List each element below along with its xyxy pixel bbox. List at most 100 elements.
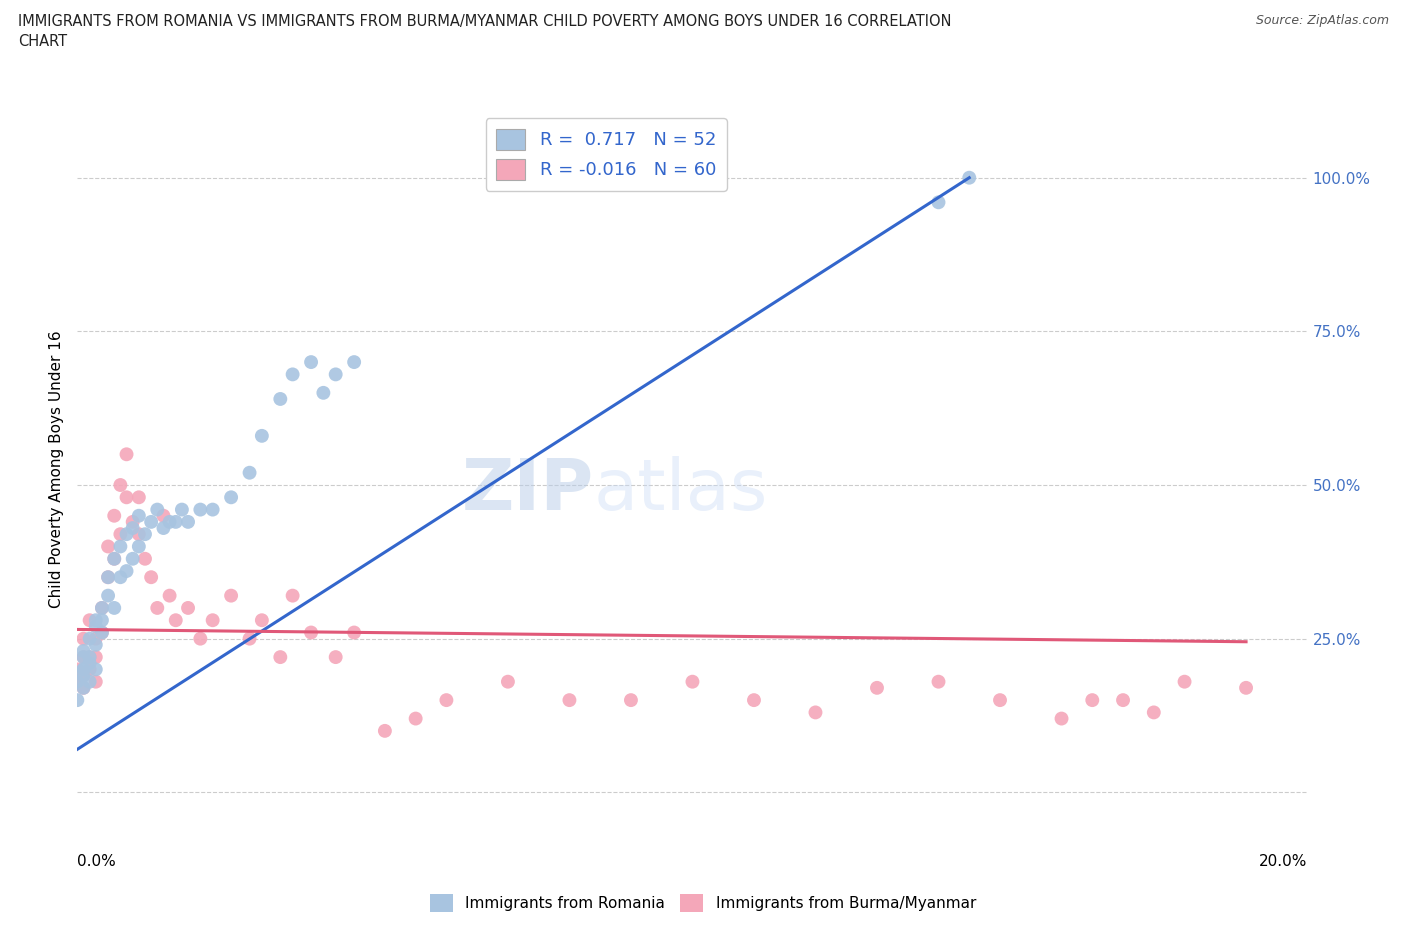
Point [97,570,120,585]
Point [90,613,114,628]
Point [177,601,200,616]
Point [79,613,101,628]
Point [804,705,827,720]
Point [165,514,187,529]
Point [141,570,163,585]
Point [239,631,262,646]
Point [281,588,304,603]
Point [90,625,114,640]
Point [79,650,101,665]
Point [188,631,212,646]
Point [269,650,291,665]
Legend: Immigrants from Romania, Immigrants from Burma/Myanmar: Immigrants from Romania, Immigrants from… [425,888,981,918]
Point [84,650,107,665]
Point [103,601,125,616]
Legend: R =  0.717   N = 52, R = -0.016   N = 60: R = 0.717 N = 52, R = -0.016 N = 60 [485,118,727,191]
Point [66,674,89,689]
Point [928,674,950,689]
Point [269,392,291,406]
Point [84,613,107,628]
Text: 20.0%: 20.0% [1260,854,1308,869]
Point [152,521,174,536]
Point [1050,711,1073,726]
Point [1234,681,1257,696]
Point [405,711,427,726]
Point [170,502,193,517]
Point [128,526,150,541]
Point [128,509,150,524]
Text: IMMIGRANTS FROM ROMANIA VS IMMIGRANTS FROM BURMA/MYANMAR CHILD POVERTY AMONG BOY: IMMIGRANTS FROM ROMANIA VS IMMIGRANTS FR… [18,14,952,29]
Point [79,674,101,689]
Point [957,170,980,185]
Point [84,619,107,634]
Point [115,446,138,461]
Point [128,539,150,554]
Point [79,662,101,677]
Point [558,693,581,708]
Point [72,662,94,677]
Point [146,601,169,616]
Point [115,526,138,541]
Point [110,478,132,493]
Point [84,637,107,652]
Point [97,539,120,554]
Y-axis label: Child Poverty Among Boys Under 16: Child Poverty Among Boys Under 16 [49,331,65,608]
Text: atlas: atlas [595,457,769,525]
Point [79,631,101,646]
Point [281,367,304,382]
Point [1143,705,1166,720]
Point [866,681,889,696]
Point [188,502,212,517]
Point [325,650,347,665]
Point [239,465,262,480]
Point [90,625,114,640]
Point [496,674,519,689]
Point [988,693,1011,708]
Point [72,681,94,696]
Point [219,490,242,505]
Point [146,502,169,517]
Point [72,650,94,665]
Point [97,588,120,603]
Point [103,551,125,566]
Point [110,526,132,541]
Point [742,693,765,708]
Point [103,509,125,524]
Point [103,551,125,566]
Point [110,539,132,554]
Point [159,588,181,603]
Point [110,570,132,585]
Point [72,644,94,658]
Point [72,662,94,677]
Point [128,490,150,505]
Point [72,668,94,683]
Point [325,367,347,382]
Point [436,693,458,708]
Point [152,509,174,524]
Point [115,564,138,578]
Point [121,514,143,529]
Point [90,601,114,616]
Point [121,521,143,536]
Point [79,656,101,671]
Point [1112,693,1135,708]
Text: Source: ZipAtlas.com: Source: ZipAtlas.com [1256,14,1389,27]
Point [250,613,273,628]
Point [66,674,89,689]
Point [141,514,163,529]
Point [72,681,94,696]
Point [1174,674,1197,689]
Point [115,490,138,505]
Point [299,354,322,369]
Point [250,429,273,444]
Point [72,650,94,665]
Point [219,588,242,603]
Point [201,613,224,628]
Text: 0.0%: 0.0% [77,854,117,869]
Point [928,195,950,210]
Point [84,674,107,689]
Text: CHART: CHART [18,34,67,49]
Point [165,613,187,628]
Point [312,385,335,400]
Point [682,674,704,689]
